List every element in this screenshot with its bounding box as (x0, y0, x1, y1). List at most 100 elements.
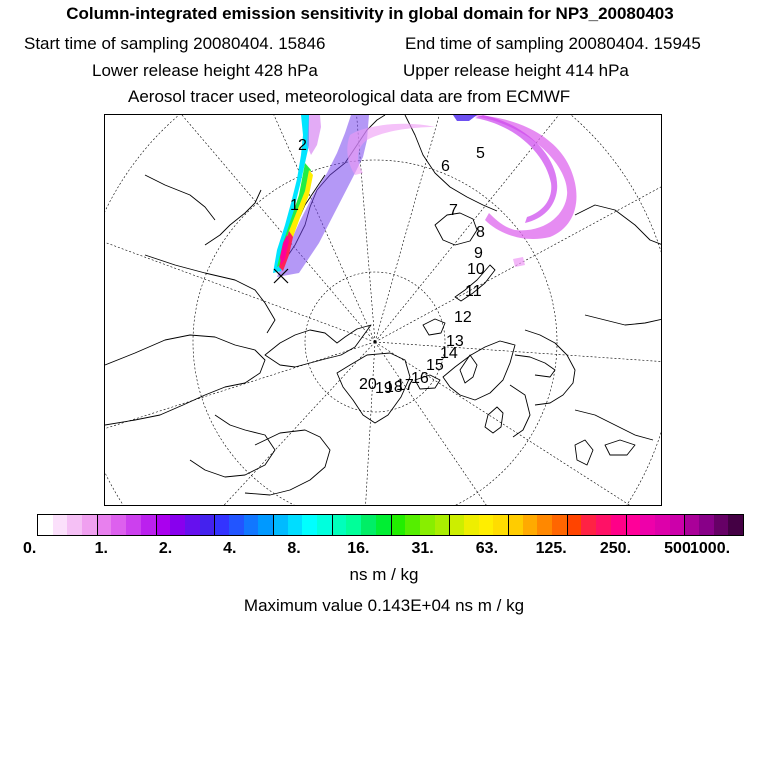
colorbar-swatch (243, 515, 259, 535)
black-sea-coast (604, 439, 636, 456)
start-time: Start time of sampling 20080404. 15846 (24, 34, 326, 53)
colorbar-divider (684, 515, 686, 535)
polar-map: 1 2 5 6 7 8 9 10 11 12 13 14 15 16 17 18… (104, 114, 662, 506)
russia-north-coast (404, 115, 498, 212)
colorbar-tick-label: 500. (664, 540, 696, 557)
trajectory-label: 15 (426, 357, 444, 374)
colorbar-divider (449, 515, 451, 535)
taymyr-coast (434, 212, 478, 246)
graticule (105, 115, 661, 505)
colorbar-swatch (375, 515, 391, 535)
latitude-circle-80 (304, 271, 446, 413)
colorbar-divider (273, 515, 274, 535)
colorbar-swatch (434, 515, 450, 535)
colorbar-swatch (419, 515, 435, 535)
arctic-islands-coast (264, 324, 372, 368)
colorbar-swatch (449, 515, 464, 535)
colorbar-swatch (522, 515, 538, 535)
colorbar-swatch (566, 515, 582, 535)
canada-east-coast (244, 429, 331, 496)
svalbard (422, 318, 446, 336)
colorbar-divider (566, 515, 568, 535)
alaska-islands (144, 174, 216, 221)
colorbar-tick-label: 63. (475, 540, 499, 557)
footprint-yellow-band (283, 170, 313, 253)
upper-release-height: Upper release height 414 hPa (403, 61, 629, 80)
trajectory-label: 9 (474, 245, 483, 262)
latitude-circle-60 (192, 159, 558, 505)
colorbar-tick-label: 125. (535, 540, 567, 557)
colorbar-swatch (610, 515, 626, 535)
colorbar-swatch (126, 515, 141, 535)
colorbar-tick-label: 1000. (690, 540, 731, 557)
emission-footprint (273, 115, 577, 277)
end-time: End time of sampling 20080404. 15945 (405, 34, 701, 53)
plot-title: Column-integrated emission sensitivity i… (66, 4, 674, 23)
central-asia-coast (574, 204, 661, 245)
colorbar-swatch (698, 515, 714, 535)
coastlines (105, 115, 661, 496)
colorbar-swatch (463, 515, 479, 535)
colorbar-swatch (287, 515, 303, 535)
colorbar-swatch (346, 515, 362, 535)
colorbar-swatch (258, 515, 273, 535)
alaska-coast (144, 254, 276, 334)
europe-coast (524, 329, 576, 406)
trajectory-label: 12 (454, 309, 472, 326)
asia-south-coast (584, 314, 661, 326)
pacific-coast (204, 189, 262, 246)
colorbar-swatch (155, 515, 171, 535)
colorbar-swatch (625, 515, 641, 535)
colorbar (37, 514, 744, 536)
colorbar-swatch (581, 515, 597, 535)
trajectory-label: 1 (290, 197, 299, 214)
tracer-info: Aerosol tracer used, meteorological data… (128, 87, 571, 106)
colorbar-swatch (317, 515, 332, 535)
colorbar-divider (331, 515, 333, 535)
trajectory-label: 20 (359, 376, 377, 393)
colorbar-tick-label: 16. (347, 540, 370, 557)
colorbar-swatch (52, 515, 68, 535)
colorbar-tick-label: 1. (94, 540, 108, 557)
trajectory-label: 6 (441, 158, 450, 175)
colorbar-tick-label: 250. (599, 540, 632, 557)
footprint-magenta-arc (465, 115, 577, 240)
kola-coast (514, 354, 556, 378)
colorbar-swatch (596, 515, 611, 535)
colorbar-swatch (214, 515, 229, 535)
novaya-zemlya (454, 264, 496, 302)
colorbar-divider (155, 515, 157, 535)
trajectory-label: 10 (467, 261, 485, 278)
colorbar-swatch (493, 515, 508, 535)
colorbar-swatch (552, 515, 567, 535)
colorbar-swatch (140, 515, 156, 535)
colorbar-swatch (331, 515, 347, 535)
footprint-violet-ring (347, 123, 435, 175)
colorbar-swatch (170, 515, 185, 535)
colorbar-swatch (728, 515, 743, 535)
colorbar-divider (96, 515, 98, 535)
release-location-marker (273, 268, 289, 284)
colorbar-tick-label: 4. (223, 540, 237, 557)
footprint-small-patch (513, 257, 525, 267)
trajectory-labels: 1 2 5 6 7 8 9 10 11 12 13 14 15 16 17 18… (290, 137, 485, 397)
colorbar-swatch (67, 515, 83, 535)
colorbar-swatch (302, 515, 318, 535)
colorbar-swatch (684, 515, 699, 535)
footprint-outer-band (277, 115, 369, 277)
greenland-coast (336, 352, 411, 424)
colorbar-divider (390, 515, 392, 535)
colorbar-swatch (199, 515, 215, 535)
colorbar-swatch (654, 515, 670, 535)
colorbar-swatch (405, 515, 420, 535)
latitude-circle-40 (105, 115, 661, 505)
colorbar-tick-label: 0. (23, 540, 37, 557)
colorbar-divider (214, 515, 216, 535)
trajectory-label: 18 (385, 379, 403, 396)
scandinavia-coast (442, 340, 516, 401)
colorbar-swatch (478, 515, 494, 535)
colorbar-swatch (111, 515, 127, 535)
colorbar-swatch (537, 515, 553, 535)
colorbar-tick-label: 31. (411, 540, 434, 557)
trajectory-label: 13 (446, 333, 464, 350)
